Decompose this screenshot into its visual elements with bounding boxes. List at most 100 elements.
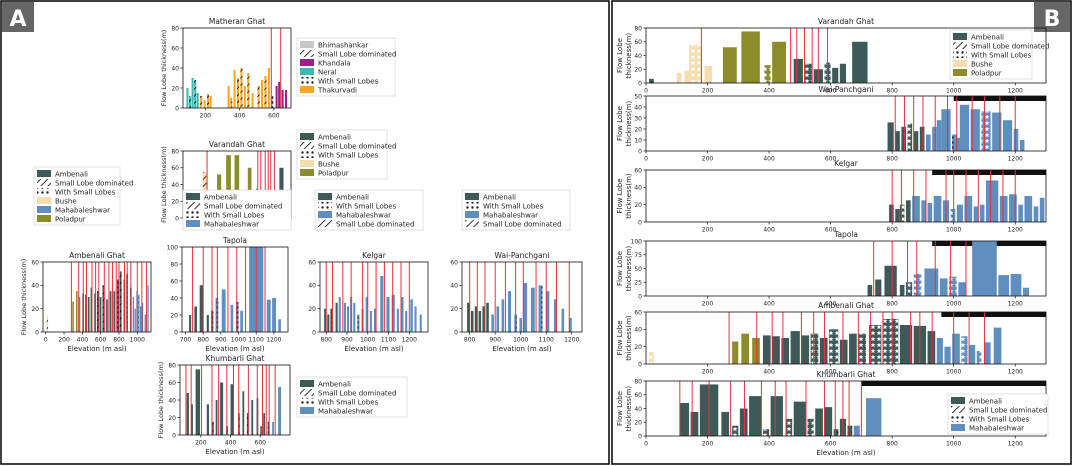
x-tick-label: 1200 bbox=[1008, 156, 1023, 163]
bar-mahabaleshwar bbox=[926, 134, 931, 151]
bar-mahabaleshwar bbox=[240, 310, 243, 332]
bar-pattern-stars bbox=[764, 65, 771, 83]
bar-ambenali bbox=[482, 306, 485, 332]
legend-swatch-ambenali bbox=[951, 397, 965, 404]
y-tick-label: 50 bbox=[634, 266, 642, 273]
y-tick-label: 0 bbox=[454, 329, 458, 336]
bar-ambenali bbox=[486, 302, 489, 332]
y-tick-label: 40 bbox=[171, 182, 179, 189]
x-tick-label: 1000 bbox=[513, 337, 528, 344]
y-tick-label: 60 bbox=[171, 165, 179, 172]
y-tick-label: 80 bbox=[171, 148, 179, 155]
y-tick-label: 20 bbox=[450, 306, 458, 313]
legend-swatch-ambenali bbox=[300, 133, 314, 140]
panel-a-tag: A bbox=[9, 7, 26, 32]
y-tick-label: 75 bbox=[634, 252, 642, 259]
bar-ambenali bbox=[199, 285, 204, 332]
bar-ambenali bbox=[815, 408, 823, 436]
bar-pattern-stars bbox=[786, 418, 793, 436]
legend-label: Ambenali bbox=[318, 134, 351, 142]
bar-mahabaleshwar bbox=[386, 297, 390, 332]
legend-swatch-hatch bbox=[318, 220, 332, 227]
bar-ambenali bbox=[194, 306, 198, 332]
x-tick-label: 200 bbox=[702, 301, 714, 308]
chart-b_tapola: Tapola 0 25 50 75 100 200 400 600 800 1000 1200 Flow… bbox=[616, 230, 1047, 308]
bar-pattern-hatch bbox=[194, 80, 197, 108]
bar-mahabaleshwar bbox=[140, 306, 142, 332]
x-tick-label: 400 bbox=[234, 113, 246, 120]
x-tick-label: 400 bbox=[763, 227, 775, 234]
y-tick-label: 0 bbox=[638, 219, 642, 226]
legend-swatch-bushe bbox=[37, 197, 51, 204]
legend-label: Ambenali bbox=[55, 171, 88, 179]
bar-pattern-hatch bbox=[200, 96, 203, 108]
legend-swatch-dots bbox=[951, 415, 965, 422]
bar-ambenali bbox=[772, 336, 780, 364]
bar-mahabaleshwar bbox=[964, 196, 973, 222]
legend-label: Ambenali bbox=[483, 194, 516, 202]
bar-ambenali bbox=[94, 293, 96, 332]
legend-swatch-mahabaleshwar bbox=[300, 407, 314, 414]
y-axis-label: Flow Lobe bbox=[616, 391, 624, 426]
bar-bushe bbox=[704, 65, 713, 83]
chart-title: Kelgar bbox=[834, 159, 859, 168]
legend-label: Poladpur bbox=[55, 216, 86, 224]
y-tick-label: 40 bbox=[170, 295, 178, 302]
bar-mahabaleshwar bbox=[1022, 287, 1030, 296]
legend-swatch-mahabaleshwar bbox=[318, 211, 332, 218]
x-tick-label: 200 bbox=[702, 369, 714, 376]
bar-neral bbox=[191, 78, 194, 108]
legend-swatch-hatch bbox=[951, 406, 965, 413]
y-tick-label: 40 bbox=[168, 397, 176, 404]
bar-ambenali bbox=[335, 302, 338, 332]
bar-pattern-stars bbox=[762, 429, 770, 436]
bar-pattern-dots bbox=[138, 294, 140, 332]
chart-title: Ambenali Ghat bbox=[69, 251, 125, 260]
bar-thakurvadi bbox=[267, 68, 270, 108]
bar-mahabaleshwar bbox=[927, 202, 933, 222]
bar-neral bbox=[186, 88, 189, 108]
bar-mahabaleshwar bbox=[992, 112, 1002, 151]
x-tick-label: 900 bbox=[489, 337, 501, 344]
legend-box bbox=[182, 189, 292, 231]
bar-ambenali bbox=[819, 338, 828, 364]
legend-swatch-mahabaleshwar bbox=[37, 206, 51, 213]
bar-ambenali bbox=[839, 63, 846, 83]
legend-label: Small Lobe dominated bbox=[55, 180, 133, 188]
y-tick-label: 40 bbox=[171, 65, 179, 72]
bar-mahabaleshwar bbox=[958, 282, 966, 296]
legend-swatch-mahabaleshwar bbox=[951, 424, 965, 431]
bar-mahabaleshwar bbox=[353, 302, 356, 332]
bar-mahabaleshwar bbox=[132, 297, 135, 332]
legend-swatch-mahabaleshwar bbox=[186, 220, 200, 227]
bar-mahabaleshwar bbox=[553, 299, 557, 332]
y-tick-label: 60 bbox=[168, 380, 176, 387]
chart-b_ambenali: Ambenali Ghat 0 20 40 60 200 400 600 800 1000 1200… bbox=[616, 301, 1047, 376]
bar-pattern-stars bbox=[804, 63, 813, 83]
bar-poladpur bbox=[72, 301, 74, 332]
legend-label: Small Lobe dominated bbox=[318, 51, 396, 59]
bar-mahabaleshwar bbox=[501, 299, 505, 332]
bar-pattern-hatch bbox=[207, 94, 210, 108]
bar-mahabaleshwar bbox=[944, 346, 951, 364]
bar-ambenali bbox=[867, 285, 873, 296]
x-tick-label: 1100 bbox=[381, 337, 396, 344]
bar-ambenali bbox=[901, 126, 906, 151]
legend-label: Small Lobe dominated bbox=[318, 390, 396, 398]
y-tick-label: 60 bbox=[634, 39, 642, 46]
legend-label: With Small Lobes bbox=[318, 78, 379, 86]
bar-mahabaleshwar bbox=[973, 206, 979, 222]
y-axis-label: thickness(m) bbox=[625, 101, 633, 147]
bar-khandala bbox=[278, 82, 281, 108]
legend-label: Thakurvadi bbox=[317, 87, 357, 95]
bar-pattern-stars bbox=[976, 351, 982, 364]
bar-pattern-hatch bbox=[246, 413, 249, 435]
bar-pattern-stars bbox=[649, 351, 654, 364]
chart-title: Ambenali Ghat bbox=[818, 301, 874, 310]
bar-mahabaleshwar bbox=[496, 306, 500, 332]
bar-khandala bbox=[285, 90, 288, 108]
legend-swatch-ambenali bbox=[186, 193, 200, 200]
